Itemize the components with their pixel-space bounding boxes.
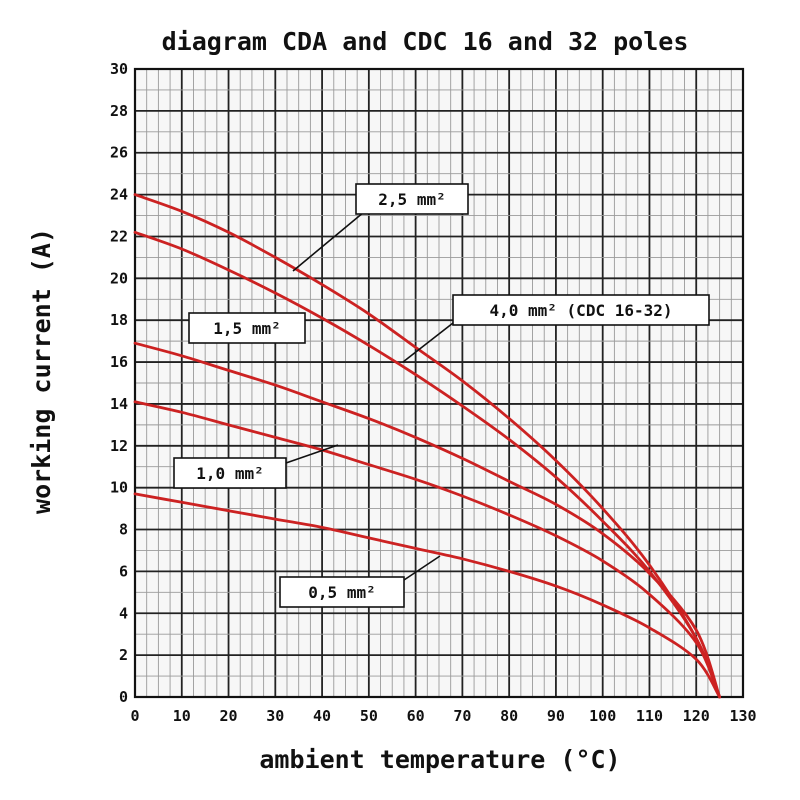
x-tick-label: 20 (220, 707, 238, 725)
x-tick-label: 70 (453, 707, 471, 725)
y-axis-label: working current (A) (27, 228, 56, 514)
x-tick-label: 30 (266, 707, 284, 725)
x-axis-label: ambient temperature (°C) (259, 745, 620, 774)
series-line-2 (133, 230, 721, 699)
x-tick-label: 40 (313, 707, 331, 725)
y-tick-label: 0 (119, 688, 128, 706)
y-tick-label: 2 (119, 646, 128, 664)
y-tick-label: 30 (110, 60, 128, 78)
callout-box (188, 312, 306, 344)
y-tick-label: 16 (110, 353, 128, 371)
y-tick-label: 12 (110, 437, 128, 455)
callouts: 2,5 mm² 4,0 mm² (CDC 16-32) 1,5 mm² 1,0 mm²… (173, 183, 710, 608)
tick-labels: 0 10 20 30 40 50 60 70 80 90 100 110 120 130024681012… (110, 60, 757, 725)
y-tick-label: 28 (110, 102, 128, 120)
series-lines (133, 193, 721, 699)
y-tick-label: 22 (110, 227, 128, 245)
callout-box (355, 183, 469, 215)
chart-title: diagram CDA and CDC 16 and 32 poles (162, 27, 689, 56)
x-tick-label: 10 (173, 707, 191, 725)
series-line-4 (133, 400, 721, 699)
plot-frame (133, 67, 745, 699)
series-label: 1,0 mm² (196, 464, 263, 483)
series-label: 0,5 mm² (308, 583, 375, 602)
y-tick-label: 4 (119, 604, 128, 622)
y-tick-label: 26 (110, 144, 128, 162)
callout-leader (285, 444, 339, 464)
y-tick-label: 24 (110, 186, 128, 204)
y-tick-label: 8 (119, 521, 128, 539)
y-tick-label: 6 (119, 562, 128, 580)
callout-box (452, 294, 710, 326)
callout-leader (403, 555, 441, 581)
x-tick-label: 110 (636, 707, 663, 725)
series-line-1 (133, 193, 721, 699)
x-tick-label: 130 (729, 707, 756, 725)
callout-leader (292, 211, 365, 272)
x-tick-label: 90 (547, 707, 565, 725)
x-tick-label: 100 (589, 707, 616, 725)
y-tick-label: 18 (110, 311, 128, 329)
x-tick-label: 120 (683, 707, 710, 725)
y-tick-label: 20 (110, 269, 128, 287)
series-label: 2,5 mm² (378, 190, 445, 209)
x-tick-label: 0 (130, 707, 139, 725)
y-tick-label: 10 (110, 479, 128, 497)
x-tick-label: 60 (407, 707, 425, 725)
callout-box (279, 576, 405, 608)
series-label: 1,5 mm² (213, 319, 280, 338)
callout-box (173, 457, 287, 489)
series-line-5 (133, 492, 721, 699)
x-tick-label: 80 (500, 707, 518, 725)
y-tick-label: 14 (110, 395, 128, 413)
grid (133, 67, 745, 699)
callout-leader (402, 322, 454, 363)
series-line-3 (133, 341, 721, 699)
x-tick-label: 50 (360, 707, 378, 725)
series-label: 4,0 mm² (CDC 16-32) (489, 301, 672, 320)
